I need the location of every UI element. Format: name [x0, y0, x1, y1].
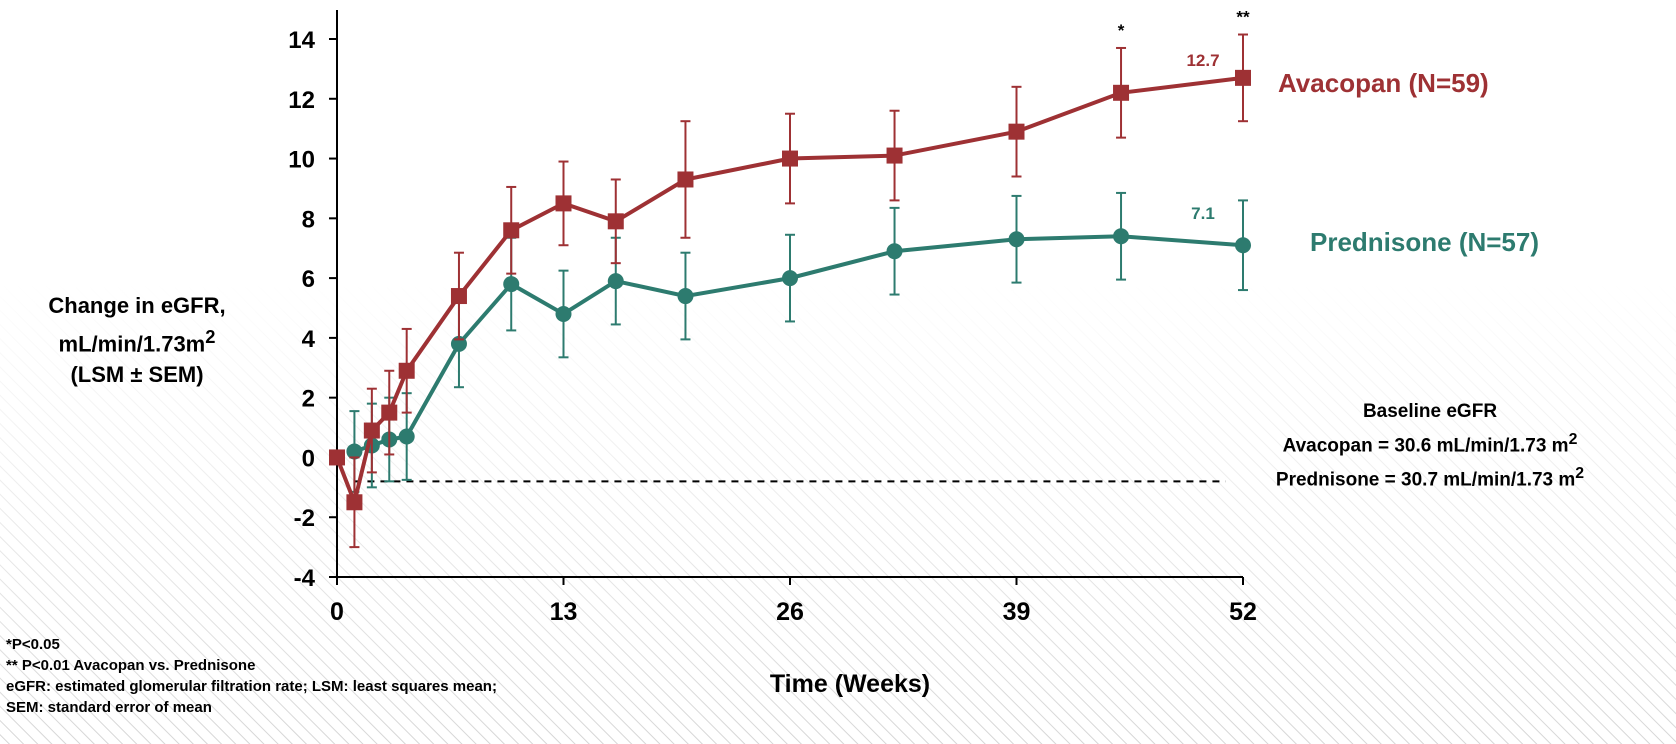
data-point-square [398, 362, 415, 379]
y-axis-label-line3: (LSM ± SEM) [70, 362, 204, 388]
series-line [353, 234, 1244, 454]
data-point-square [346, 494, 363, 511]
footnote-egfr: eGFR: estimated glomerular filtration ra… [6, 678, 497, 695]
significance-marker: * [1118, 21, 1125, 40]
x-tick-label: 26 [776, 598, 804, 626]
footnotes: *P<0.05 ** P<0.01 Avacopan vs. Prednison… [6, 634, 497, 718]
data-point-circle [677, 288, 694, 305]
data-point-square [782, 150, 798, 167]
data-point-circle [607, 273, 624, 290]
data-point-square [1113, 84, 1130, 101]
data-point-square [886, 147, 903, 164]
data-point-square [381, 404, 398, 421]
end-value-label: 12.7 [1186, 51, 1219, 70]
data-point-circle [1113, 228, 1130, 245]
data-point-circle [1008, 231, 1025, 248]
y-tick-label: -4 [294, 565, 316, 592]
y-tick-label: -2 [294, 505, 315, 532]
data-point-square [1008, 123, 1025, 140]
footnote-p01: ** P<0.01 Avacopan vs. Prednisone [6, 657, 256, 674]
baseline-avacopan: Avacopan = 30.6 mL/min/1.73 m [1282, 435, 1569, 457]
footnote-sem: SEM: standard error of mean [6, 699, 212, 716]
data-point-square [450, 288, 467, 305]
y-tick-label: 10 [288, 147, 315, 174]
data-point-circle [782, 270, 798, 287]
y-tick-label: 0 [302, 445, 315, 472]
data-point-square [363, 422, 380, 439]
y-axis-label-line2: mL/min/1.73m [58, 331, 206, 357]
data-point-square [1235, 69, 1251, 86]
data-point-circle [1235, 237, 1251, 254]
baseline-prednisone: Prednisone = 30.7 mL/min/1.73 m [1275, 469, 1576, 491]
data-point-square [503, 222, 520, 239]
data-point-circle [346, 443, 363, 460]
x-tick-label: 39 [1003, 598, 1031, 626]
significance-marker: ** [1236, 8, 1250, 27]
baseline-box: Baseline eGFR Avacopan = 30.6 mL/min/1.7… [1200, 398, 1660, 495]
y-axis-label: Change in eGFR, mL/min/1.73m2 (LSM ± SEM… [12, 290, 262, 390]
y-tick-label: 8 [302, 206, 315, 233]
data-point-square [607, 213, 624, 230]
end-value-label: 7.1 [1191, 204, 1215, 223]
y-tick-label: 6 [302, 266, 315, 293]
data-point-square [329, 449, 345, 466]
data-point-square [677, 171, 694, 188]
data-point-circle [886, 243, 903, 260]
data-point-circle [503, 276, 520, 293]
x-tick-label: 13 [550, 598, 578, 626]
y-tick-label: 4 [302, 326, 316, 353]
y-axis-label-line1: Change in eGFR, [48, 293, 226, 318]
legend-avacopan: Avacopan (N=59) [1278, 68, 1489, 98]
legend-prednisone: Prednisone (N=57) [1310, 227, 1540, 257]
data-point-circle [398, 428, 415, 445]
y-tick-label: 14 [288, 27, 315, 54]
baseline-title: Baseline eGFR [1362, 401, 1498, 422]
x-tick-label: 0 [330, 598, 344, 626]
y-axis-label-sup: 2 [205, 326, 216, 347]
data-point-circle [555, 305, 572, 322]
y-tick-label: 2 [302, 386, 315, 413]
x-axis-label: Time (Weeks) [769, 670, 931, 698]
data-point-square [555, 195, 572, 212]
x-tick-label: 52 [1229, 598, 1257, 626]
y-tick-label: 12 [288, 87, 315, 114]
footnote-p05: *P<0.05 [6, 636, 60, 653]
